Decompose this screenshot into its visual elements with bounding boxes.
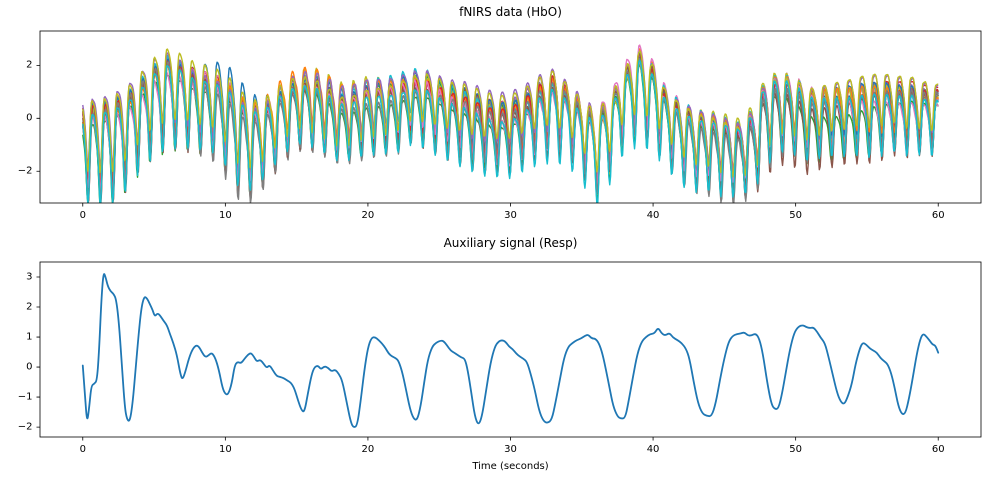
fnirs-x-tick-label: 0 xyxy=(79,210,86,221)
fnirs-x-tick-label: 50 xyxy=(789,210,803,221)
aux-x-tick-label: 0 xyxy=(79,444,86,455)
aux-y-tick-label: 0 xyxy=(26,361,33,373)
aux-x-tick-label: 40 xyxy=(646,444,660,455)
aux-plot-title: Auxiliary signal (Resp) xyxy=(443,236,578,250)
fnirs-x-tick-label: 20 xyxy=(361,210,375,221)
time-axis-label: Time (seconds) xyxy=(472,461,549,472)
aux-x-tick-label: 30 xyxy=(504,444,517,455)
fnirs-x-tick-label: 40 xyxy=(646,210,660,221)
aux-x-tick-label: 10 xyxy=(218,444,232,455)
aux-y-tick-label: 2 xyxy=(26,301,33,313)
aux-x-tick-label: 60 xyxy=(931,444,945,455)
fnirs-x-tick-label: 30 xyxy=(504,210,517,221)
aux-x-tick-label: 20 xyxy=(361,444,375,455)
fnirs-x-tick-label: 60 xyxy=(931,210,945,221)
fnirs-y-tick-label: 2 xyxy=(26,59,33,71)
fnirs-y-tick-label: −2 xyxy=(17,165,33,177)
fnirs-y-tick-label: 0 xyxy=(26,112,33,124)
fnirs-x-tick-label: 10 xyxy=(218,210,232,221)
aux-y-tick-label: 3 xyxy=(26,271,33,283)
fnirs-plot-title: fNIRS data (HbO) xyxy=(459,5,562,19)
aux-x-tick-label: 50 xyxy=(789,444,803,455)
aux-y-tick-label: −2 xyxy=(17,421,33,433)
aux-y-tick-label: −1 xyxy=(17,391,33,403)
aux-y-tick-label: 1 xyxy=(26,331,33,343)
